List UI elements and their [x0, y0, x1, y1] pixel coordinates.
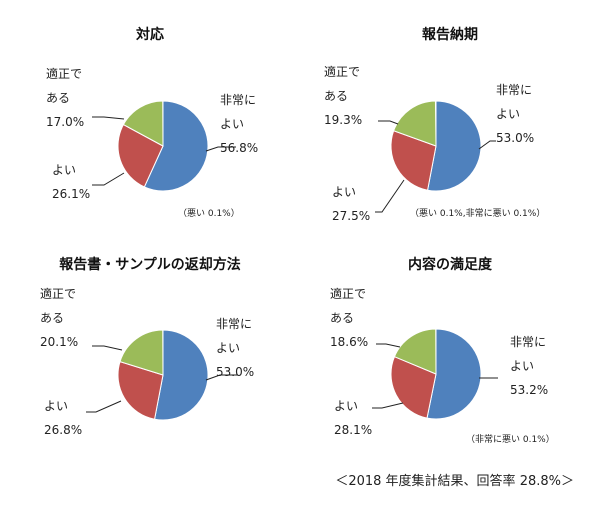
leader-line	[378, 120, 399, 125]
leader-line	[375, 179, 405, 213]
chart-panel-1: 対応 適正で ある 17.0% 非常に よい 56.8% よい 26.1% （悪…	[0, 0, 300, 240]
chart-panel-4: 内容の満足度 適正で ある 18.6% 非常に よい 53.2% よい 28.1…	[300, 230, 600, 470]
slice-very-good	[143, 100, 209, 192]
label-fair: 適正で ある 17.0%	[46, 67, 85, 129]
footer-note: ＜2018 年度集計結果、回答率 28.8%＞	[335, 474, 574, 489]
leader-line	[205, 374, 238, 381]
leader-line	[86, 400, 122, 413]
slice-fair	[122, 100, 164, 147]
label-very-good: 非常に よい 53.2%	[510, 335, 549, 397]
slice-good	[117, 361, 164, 420]
chart-title: 対応	[136, 27, 164, 43]
label-good: よい 26.8%	[44, 399, 83, 437]
leader-line	[92, 345, 123, 351]
leader-line	[92, 116, 125, 120]
slice-fair	[393, 100, 437, 147]
pie-chart	[375, 100, 496, 213]
leader-line	[92, 172, 125, 186]
label-fair: 適正で ある 19.3%	[324, 65, 363, 127]
label-very-good: 非常に よい 53.0%	[216, 317, 255, 379]
leader-line	[376, 343, 401, 348]
label-fair: 適正で ある 20.1%	[40, 287, 79, 349]
chart-title: 報告書・サンプルの返却方法	[59, 257, 241, 273]
slice-good	[390, 130, 437, 191]
chart-note: （悪い 0.1%）	[178, 209, 240, 219]
pie-chart	[92, 100, 236, 192]
slice-very-good	[426, 328, 482, 420]
slice-very-good	[426, 100, 482, 192]
slice-fair	[393, 328, 437, 375]
label-very-good: 非常に よい 53.0%	[496, 83, 535, 145]
chart-title: 報告納期	[422, 27, 478, 43]
leader-line	[372, 402, 404, 409]
label-good: よい 27.5%	[332, 185, 371, 223]
label-good: よい 26.1%	[52, 163, 91, 201]
label-good: よい 28.1%	[334, 399, 373, 437]
pie-chart	[86, 329, 238, 421]
slice-fair	[119, 329, 164, 376]
chart-note: （悪い 0.1%,非常に悪い 0.1%）	[410, 209, 546, 219]
chart-panel-3: 報告書・サンプルの返却方法 適正で ある 20.1% 非常に よい 53.0% …	[0, 230, 300, 470]
leader-line	[205, 146, 236, 152]
chart-note: （非常に悪い 0.1%）	[466, 435, 555, 445]
chart-title: 内容の満足度	[408, 257, 492, 273]
leader-line	[478, 140, 496, 150]
label-fair: 適正で ある 18.6%	[330, 287, 369, 349]
label-very-good: 非常に よい 56.8%	[220, 93, 259, 155]
chart-panel-2: 報告納期 適正で ある 19.3% 非常に よい 53.0% よい 27.5% …	[300, 0, 600, 240]
pie-chart	[372, 328, 498, 420]
